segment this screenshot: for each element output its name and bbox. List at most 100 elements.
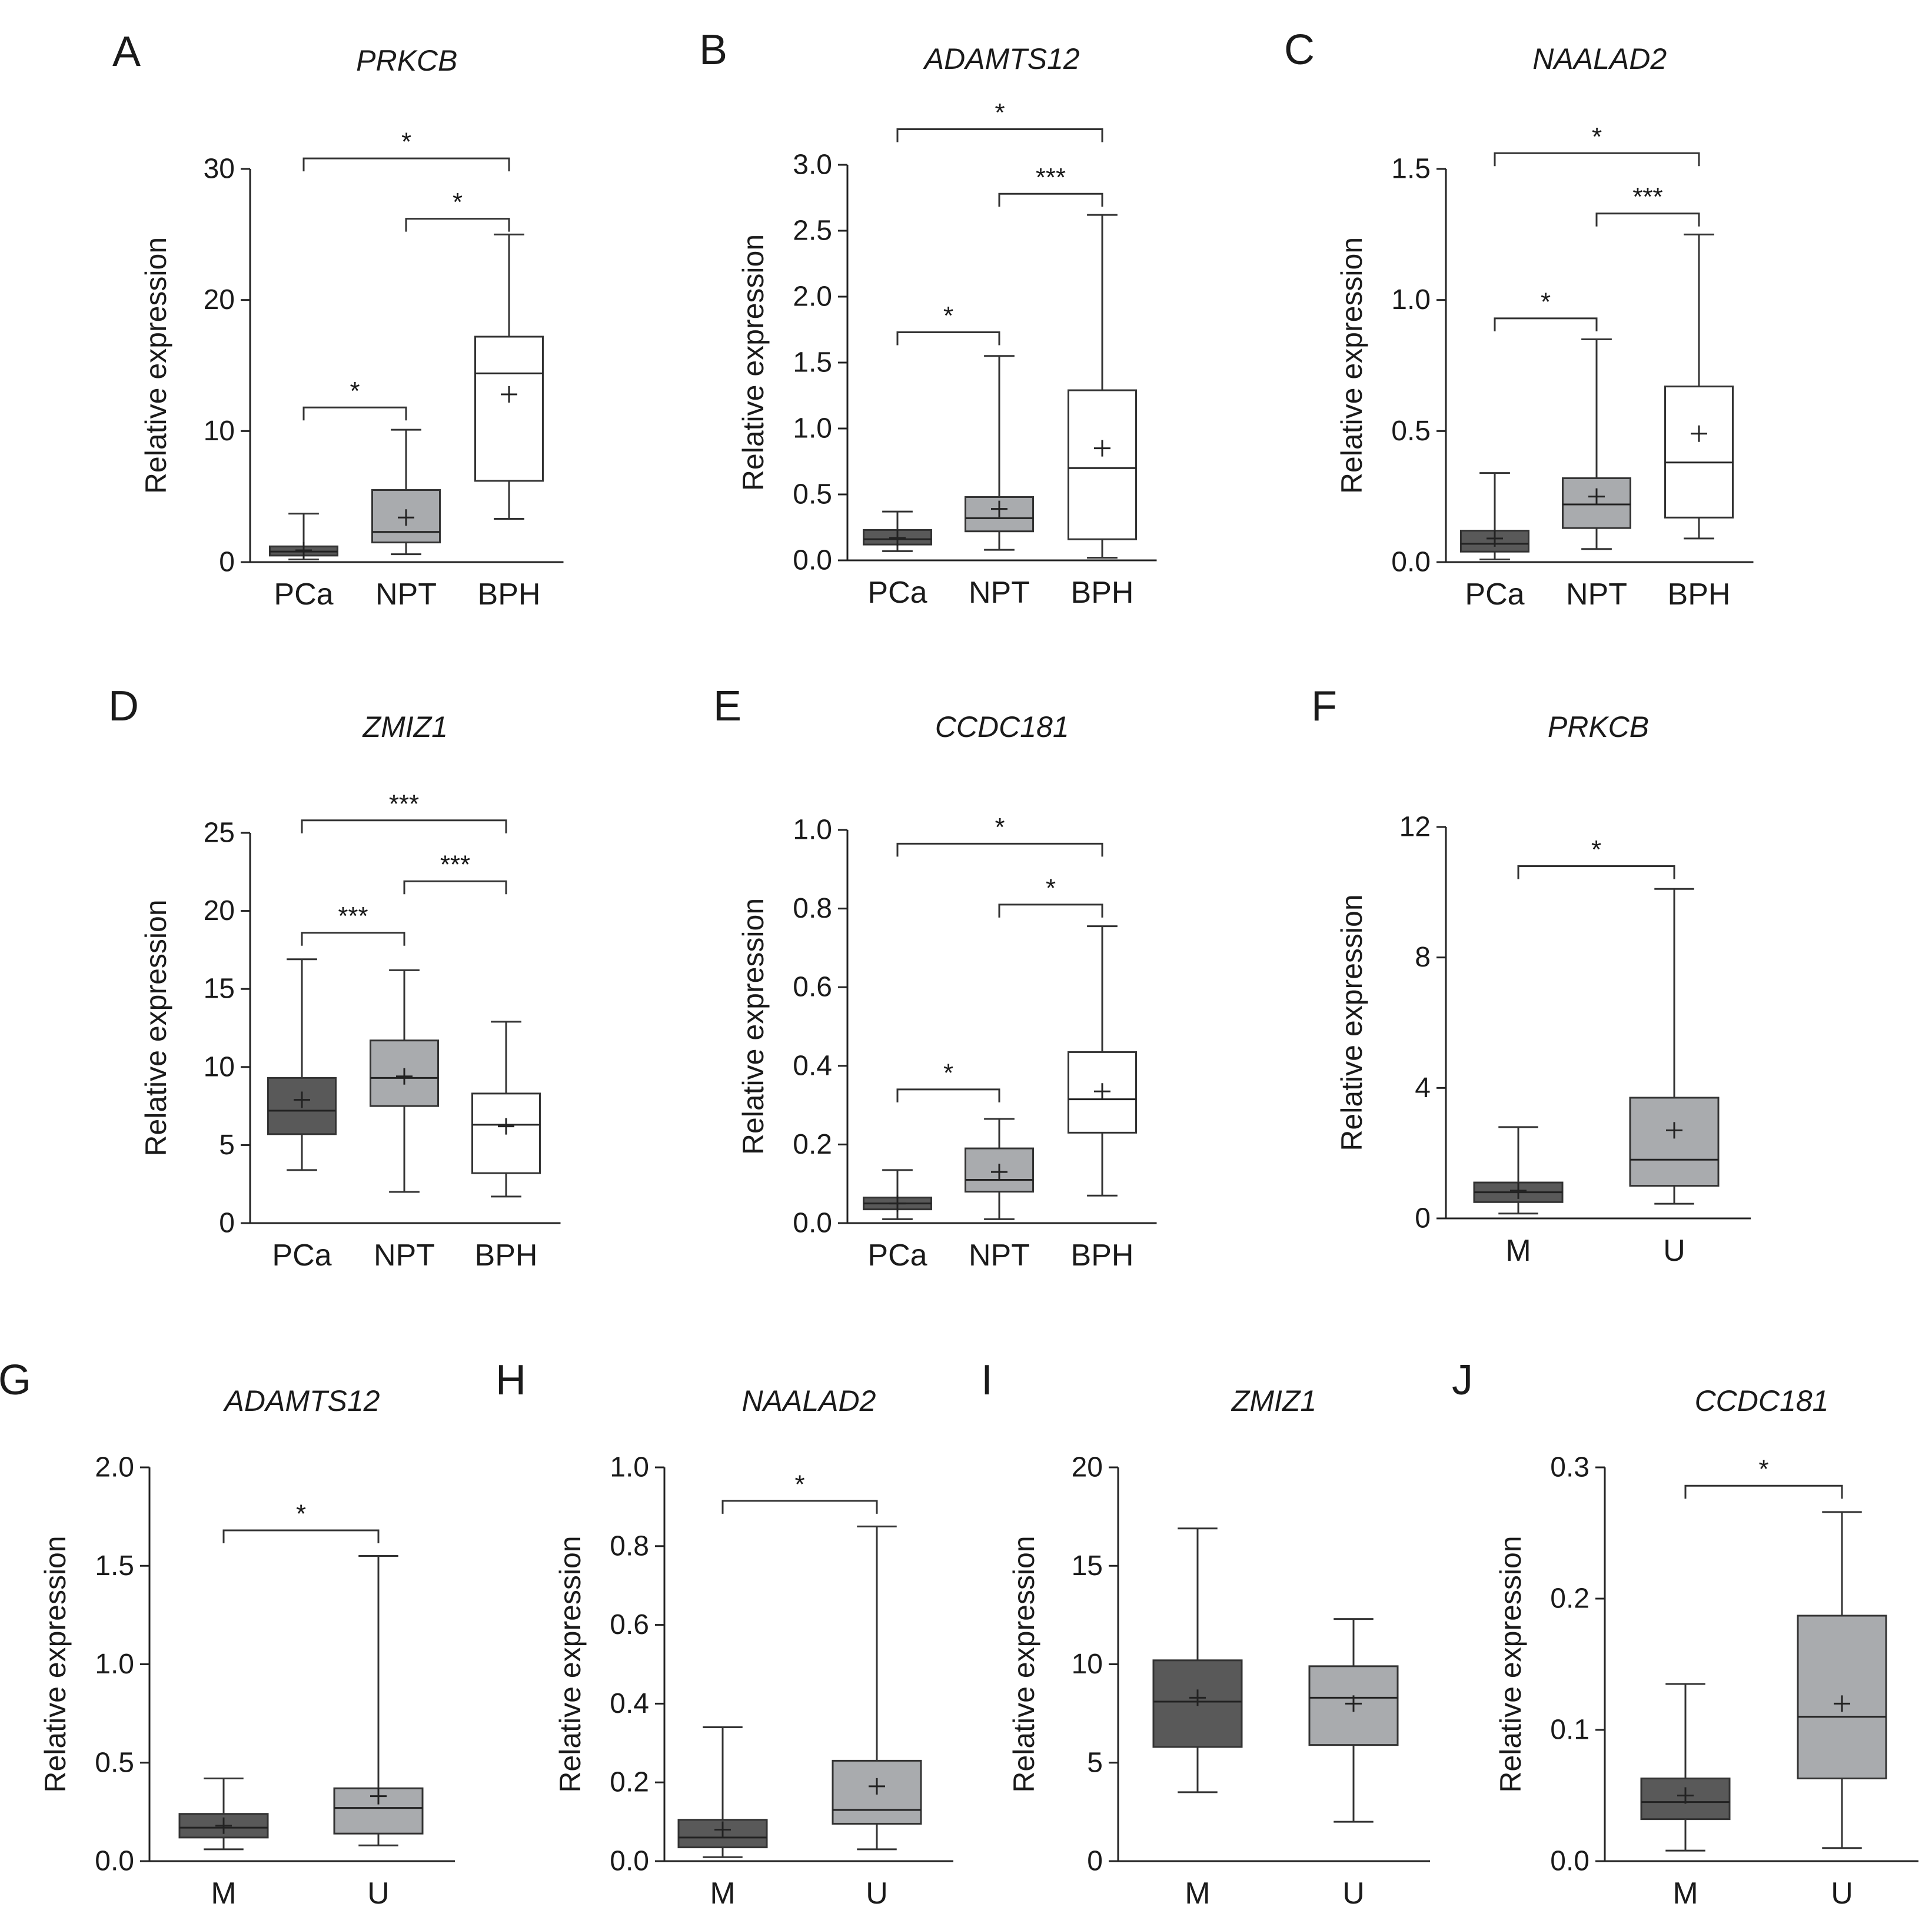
significance-stars: * <box>943 301 953 330</box>
significance-stars: * <box>1591 835 1601 864</box>
iqr-box <box>1068 389 1137 540</box>
gene-title: PRKCB <box>356 44 457 77</box>
box-bph <box>471 1021 541 1198</box>
x-category-label: BPH <box>475 1238 538 1273</box>
bracket-line <box>1494 317 1598 331</box>
gene-title: ADAMTS12 <box>923 42 1080 75</box>
box-npt <box>370 969 439 1193</box>
x-category-label: BPH <box>1071 1238 1134 1273</box>
y-tick-label: 1.0 <box>95 1649 134 1680</box>
significance-bracket: * <box>1494 287 1598 331</box>
significance-stars: *** <box>389 789 419 818</box>
bracket-line <box>301 932 405 946</box>
panel-b: B ADAMTS12 Relative expression 0.0 0.5 1.0 1.5… <box>699 26 1157 610</box>
significance-bracket: * <box>1517 835 1675 879</box>
y-tick-label: 0.3 <box>1550 1452 1590 1483</box>
y-tick-label: 0.5 <box>793 479 832 510</box>
bracket-line <box>896 842 1103 857</box>
panel-letter: B <box>699 26 727 74</box>
y-tick-label: 20 <box>204 284 235 315</box>
box-u <box>1629 888 1720 1205</box>
mean-marker <box>1834 1695 1850 1712</box>
panel-letter: E <box>713 683 741 730</box>
y-tick-label: 10 <box>204 1051 235 1082</box>
y-tick-label: 10 <box>1072 1649 1103 1680</box>
significance-bracket: *** <box>301 789 507 833</box>
significance-stars: * <box>453 188 463 217</box>
significance-bracket: *** <box>998 163 1103 207</box>
box-m <box>178 1778 269 1851</box>
box-m <box>1473 1126 1564 1215</box>
y-tick-label: 15 <box>204 974 235 1005</box>
box-npt <box>965 355 1034 551</box>
significance-stars: * <box>1592 122 1602 151</box>
gene-title: CCDC181 <box>1695 1384 1829 1417</box>
panel-letter: D <box>108 683 139 730</box>
mean-marker <box>889 1195 906 1212</box>
significance-bracket: * <box>405 188 510 232</box>
panel-f: F PRKCB Relative expression 0 4 8 12 M U * <box>1311 683 1751 1268</box>
significance-bracket: * <box>896 301 1000 346</box>
y-tick-label: 20 <box>204 895 235 926</box>
significance-bracket: * <box>302 377 407 421</box>
panel-j: J CCDC181 Relative expression 0.0 0.1 0.2 0.3 M… <box>1452 1357 1918 1911</box>
y-axis-label: Relative expression <box>737 234 770 491</box>
gene-title: ZMIZ1 <box>1231 1384 1316 1417</box>
box-m <box>1640 1683 1731 1852</box>
box-bph <box>1664 233 1734 540</box>
y-tick-label: 10 <box>204 416 235 447</box>
mean-marker <box>398 509 414 526</box>
x-category-label: M <box>1672 1876 1698 1911</box>
significance-bracket: *** <box>301 902 405 946</box>
mean-marker <box>1189 1689 1206 1706</box>
mean-marker <box>294 1091 310 1108</box>
x-category-label: PCa <box>274 577 333 612</box>
y-axis-label: Relative expression <box>139 237 172 494</box>
bracket-line <box>403 880 507 895</box>
y-tick-label: 0.2 <box>1550 1583 1590 1615</box>
bracket-line <box>302 406 407 421</box>
y-tick-label: 0.8 <box>793 893 832 924</box>
significance-stars: * <box>995 98 1005 127</box>
box-pca <box>863 1169 932 1220</box>
x-category-label: U <box>866 1876 888 1911</box>
y-tick-label: 0 <box>1415 1203 1431 1234</box>
box-u <box>333 1555 424 1846</box>
y-tick-label: 0.2 <box>610 1767 649 1798</box>
mean-marker <box>295 542 312 559</box>
y-tick-label: 3.0 <box>793 150 832 181</box>
y-tick-label: 25 <box>204 818 235 849</box>
box-bph <box>474 233 544 520</box>
bracket-line <box>998 192 1103 207</box>
significance-bracket: * <box>222 1500 380 1544</box>
y-tick-label: 0.0 <box>95 1846 134 1877</box>
box-m <box>677 1726 768 1858</box>
y-tick-label: 2.0 <box>95 1452 134 1483</box>
y-tick-label: 1.5 <box>95 1550 134 1582</box>
panel-letter: A <box>112 28 141 75</box>
bracket-line <box>896 1088 1000 1102</box>
significance-bracket: *** <box>403 851 507 895</box>
x-category-label: PCa <box>867 1238 927 1273</box>
significance-stars: * <box>1758 1455 1768 1484</box>
panel-e: E CCDC181 Relative expression 0.0 0.2 0.4 0.6 0… <box>713 683 1157 1273</box>
x-category-label: U <box>367 1876 390 1911</box>
significance-bracket: * <box>896 813 1103 857</box>
x-category-label: U <box>1663 1234 1685 1268</box>
y-axis-label: Relative expression <box>554 1536 587 1792</box>
mean-marker <box>370 1788 387 1805</box>
y-axis-label: Relative expression <box>737 898 770 1155</box>
mean-marker <box>991 1164 1007 1181</box>
mean-marker <box>501 386 517 403</box>
bracket-line <box>1494 152 1700 167</box>
iqr-box <box>474 335 544 482</box>
significance-bracket: * <box>1494 122 1700 167</box>
y-tick-label: 0.5 <box>1391 416 1431 447</box>
panel-i: I ZMIZ1 Relative expression 0 5 10 15 20 M U <box>981 1357 1430 1911</box>
y-tick-label: 1.5 <box>1391 154 1431 185</box>
y-tick-label: 2.0 <box>793 281 832 313</box>
y-axis-label: Relative expression <box>1494 1536 1527 1792</box>
iqr-box <box>1664 386 1734 519</box>
significance-stars: *** <box>440 851 470 879</box>
